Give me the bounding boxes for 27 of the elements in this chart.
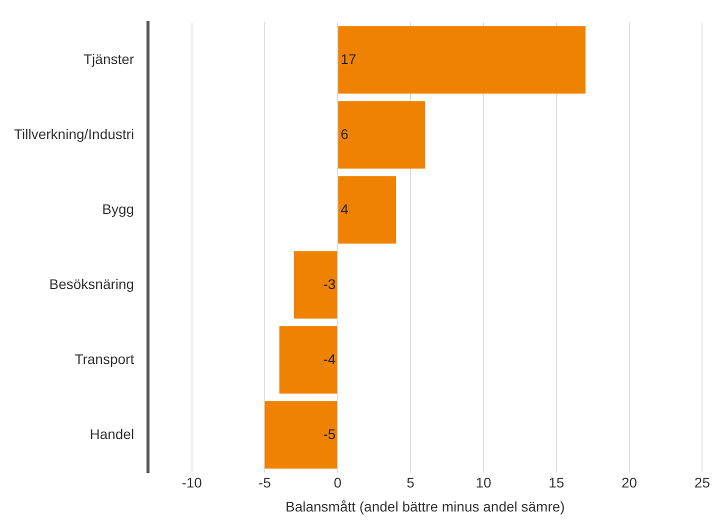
data-label: -3 (323, 276, 336, 292)
data-label: -5 (323, 426, 336, 442)
bar (338, 176, 396, 244)
y-tick-label: Tjänster (84, 50, 134, 67)
y-tick-label: Transport (74, 350, 134, 367)
data-label: 17 (340, 50, 356, 67)
x-axis-title: Balansmått (andel bättre minus andel sämre) (285, 498, 565, 514)
data-label: 4 (340, 200, 349, 217)
x-tick-label: 20 (622, 474, 638, 491)
x-tick-label: 0 (334, 474, 342, 491)
bar (264, 401, 338, 469)
bar (279, 326, 338, 394)
y-tick-label: Handel (90, 426, 134, 442)
data-label: 6 (340, 126, 349, 142)
bar (294, 251, 338, 319)
x-tick-label: 10 (476, 474, 492, 491)
x-tick-label: -5 (258, 474, 272, 491)
y-tick-label: Bygg (102, 200, 134, 217)
x-tick-label: 15 (548, 474, 564, 491)
x-tick-label: 5 (406, 474, 415, 491)
y-tick-label: Besöksnäring (49, 276, 134, 292)
y-tick-label: Tillverkning/Industri (14, 126, 134, 142)
x-tick-label: 25 (694, 474, 710, 491)
bar (338, 26, 586, 94)
data-label: -4 (323, 350, 336, 367)
bar (338, 101, 426, 169)
x-tick-label: -10 (182, 474, 202, 491)
